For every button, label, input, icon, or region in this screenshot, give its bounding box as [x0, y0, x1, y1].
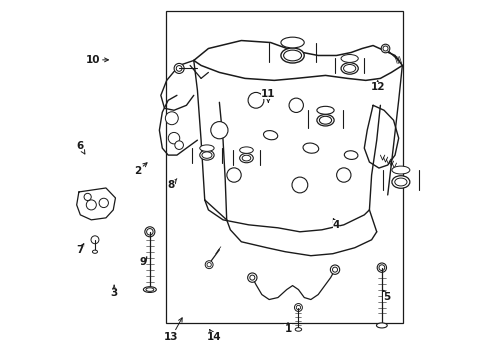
- Circle shape: [176, 66, 182, 71]
- Circle shape: [86, 200, 97, 210]
- Text: 8: 8: [168, 179, 177, 190]
- Circle shape: [168, 132, 180, 144]
- Bar: [166, 12, 403, 323]
- Ellipse shape: [392, 166, 410, 174]
- Circle shape: [294, 303, 302, 311]
- Circle shape: [250, 275, 255, 280]
- Text: 3: 3: [110, 285, 118, 298]
- Text: 6: 6: [76, 141, 85, 154]
- Ellipse shape: [240, 147, 253, 153]
- Ellipse shape: [242, 155, 251, 161]
- Ellipse shape: [395, 178, 407, 186]
- Text: 1: 1: [284, 323, 292, 334]
- Circle shape: [165, 112, 178, 125]
- Circle shape: [145, 227, 155, 237]
- Circle shape: [383, 46, 388, 51]
- Ellipse shape: [376, 323, 387, 328]
- Circle shape: [91, 236, 99, 244]
- Text: 7: 7: [76, 244, 84, 255]
- Circle shape: [211, 122, 228, 139]
- Text: 2: 2: [134, 163, 147, 176]
- Ellipse shape: [317, 106, 334, 114]
- Text: 9: 9: [139, 257, 147, 267]
- Circle shape: [377, 263, 387, 272]
- Circle shape: [175, 141, 183, 149]
- Circle shape: [205, 261, 213, 269]
- Circle shape: [99, 198, 108, 208]
- Ellipse shape: [284, 50, 301, 61]
- Circle shape: [381, 44, 390, 53]
- Ellipse shape: [281, 37, 304, 48]
- Ellipse shape: [295, 328, 302, 331]
- Circle shape: [330, 265, 340, 274]
- Ellipse shape: [200, 150, 214, 160]
- Ellipse shape: [317, 114, 334, 126]
- Circle shape: [289, 98, 303, 112]
- Circle shape: [207, 262, 211, 267]
- Text: 11: 11: [261, 89, 275, 102]
- Circle shape: [337, 168, 351, 182]
- Ellipse shape: [240, 153, 253, 163]
- Ellipse shape: [202, 152, 212, 158]
- Ellipse shape: [341, 63, 358, 74]
- Circle shape: [333, 267, 338, 272]
- Ellipse shape: [146, 288, 154, 291]
- Circle shape: [379, 265, 385, 270]
- Ellipse shape: [264, 131, 278, 140]
- Ellipse shape: [319, 116, 332, 124]
- Text: 14: 14: [207, 329, 222, 342]
- Ellipse shape: [392, 176, 410, 188]
- Ellipse shape: [281, 48, 304, 63]
- Ellipse shape: [341, 54, 358, 62]
- Text: 10: 10: [85, 55, 108, 65]
- Circle shape: [84, 193, 91, 201]
- Ellipse shape: [303, 143, 318, 153]
- Ellipse shape: [200, 145, 214, 151]
- Ellipse shape: [93, 250, 98, 253]
- Circle shape: [147, 229, 153, 235]
- Ellipse shape: [343, 64, 356, 72]
- Circle shape: [174, 63, 184, 73]
- Circle shape: [296, 305, 300, 310]
- Ellipse shape: [344, 151, 358, 159]
- Ellipse shape: [144, 287, 156, 292]
- Text: 4: 4: [333, 219, 340, 230]
- Circle shape: [247, 273, 257, 282]
- Circle shape: [227, 168, 241, 182]
- Text: 13: 13: [164, 318, 182, 342]
- Text: 12: 12: [370, 81, 385, 92]
- Text: 5: 5: [383, 291, 390, 302]
- Circle shape: [292, 177, 308, 193]
- Circle shape: [248, 93, 264, 108]
